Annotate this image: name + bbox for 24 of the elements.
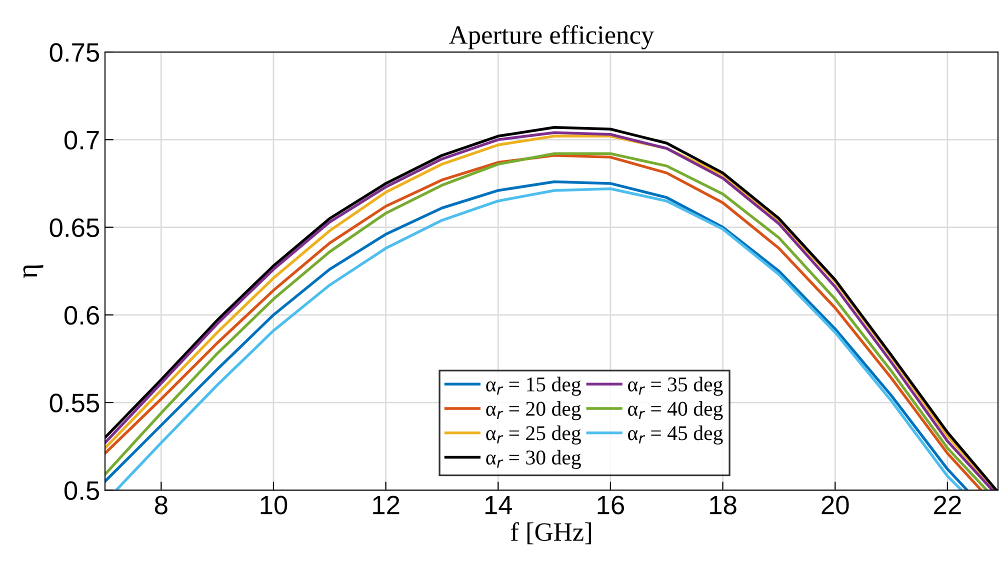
legend-label: α$_{r}$ = 40 deg bbox=[628, 401, 723, 420]
x-tick-label: 12 bbox=[373, 496, 400, 514]
legend-label: α$_{r}$ = 30 deg bbox=[486, 450, 581, 469]
y-tick-label: 0.65 bbox=[50, 218, 100, 238]
legend-label: α$_{r}$ = 15 deg bbox=[486, 376, 581, 396]
legend-label: α$_{r}$ = 25 deg bbox=[486, 426, 581, 445]
y-tick-label: 0.55 bbox=[50, 394, 100, 412]
legend-label: α$_{r}$ = 35 deg bbox=[628, 376, 723, 396]
chart-title: Aperture efficiency bbox=[449, 25, 654, 50]
x-tick-label: 22 bbox=[934, 496, 961, 514]
x-tick-label: 14 bbox=[485, 496, 512, 514]
y-tick-label: 0.6 bbox=[64, 306, 99, 325]
y-axis-title: η bbox=[23, 264, 44, 278]
legend-label: α$_{r}$ = 45 deg bbox=[628, 426, 723, 445]
x-tick-label: 10 bbox=[260, 496, 288, 514]
y-tick-label: 0.5 bbox=[64, 481, 100, 500]
y-tick-label: 0.75 bbox=[50, 43, 100, 62]
legend-label: α$_{r}$ = 20 deg bbox=[486, 401, 581, 420]
x-tick-label: 18 bbox=[710, 496, 736, 514]
x-tick-label: 8 bbox=[154, 496, 168, 514]
y-tick-label: 0.7 bbox=[64, 130, 99, 150]
x-tick-label: 16 bbox=[598, 496, 624, 514]
x-axis-title: f [GHz] bbox=[510, 522, 591, 544]
x-tick-label: 20 bbox=[822, 496, 849, 514]
